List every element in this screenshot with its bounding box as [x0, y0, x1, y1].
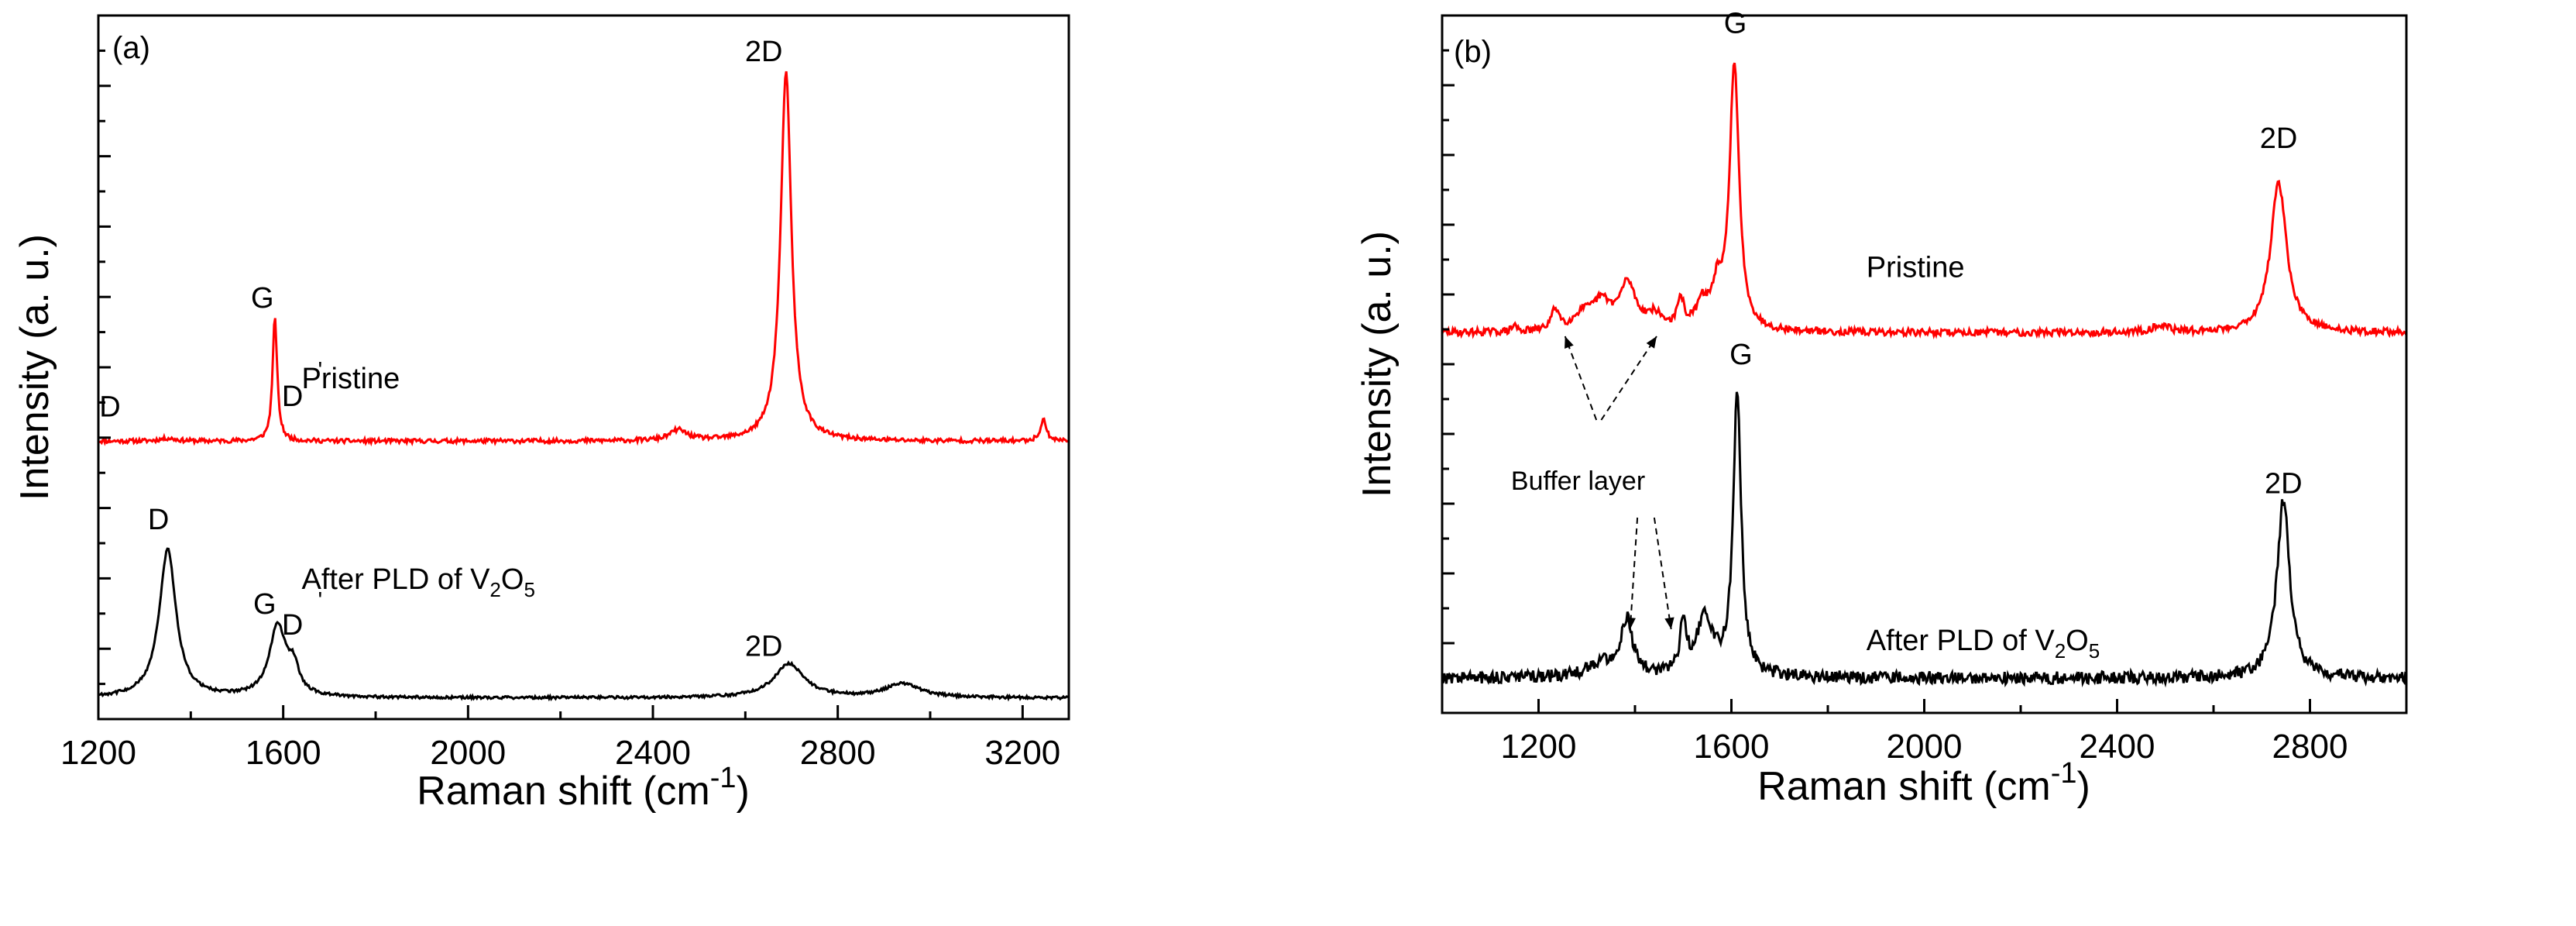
x-tick-label: 2400 — [2080, 728, 2155, 766]
panel-b-tick-labels: 1200 1600 2000 2400 2800 — [1501, 728, 2348, 766]
panel-b-pristine-label: Pristine — [1867, 252, 1965, 284]
peak-label: 2D — [2265, 468, 2303, 501]
panel-b-ylabel: Intensity (a. u.) — [1355, 231, 1400, 497]
panel-b-buffer-layer-label: Buffer layer — [1511, 466, 1645, 496]
panel-b-label: (b) — [1454, 35, 1492, 69]
buffer-arrow-line — [1629, 517, 1639, 630]
buffer-arrow-line — [1653, 517, 1672, 630]
buffer-arrow-line — [1600, 336, 1657, 421]
peak-label: G — [253, 588, 276, 621]
peak-label: D — [148, 504, 169, 536]
x-tick-label: 1600 — [246, 734, 321, 772]
buffer-arrow-head — [1646, 336, 1657, 349]
x-tick-label: 2000 — [430, 734, 506, 772]
x-tick-label: 2400 — [615, 734, 691, 772]
buffer-arrow-head — [1664, 617, 1674, 629]
panel-a: 1200 1600 2000 2400 2800 3200 (a) Raman shift… — [12, 14, 1070, 814]
peak-label: D — [282, 380, 303, 413]
series-line-pristine — [1441, 62, 2408, 340]
peak-label: 2D — [745, 36, 783, 68]
prime-mark: ' — [318, 588, 323, 614]
panel-a-ticks — [97, 49, 1024, 719]
x-tick-label: 1200 — [60, 734, 136, 772]
panel-a-series — [98, 71, 1070, 702]
panel-b-frame — [1441, 14, 2408, 714]
peak-label: 2D — [2260, 122, 2298, 155]
buffer-arrow-head — [1626, 617, 1636, 629]
peak-label: 2D — [745, 630, 783, 663]
panel-b-after-pld-label: After PLD of V2O5 — [1867, 625, 2100, 663]
buffer-arrow-head — [1564, 336, 1574, 349]
panel-a-ylabel: Intensity (a. u.) — [12, 234, 57, 501]
peak-label: G — [1729, 339, 1753, 371]
buffer-arrow-line — [1564, 336, 1598, 421]
panel-b-peak-labels: G 2D G 2D — [1724, 8, 2303, 501]
panel-b-ticks — [1442, 49, 2408, 713]
x-tick-label: 2800 — [800, 734, 876, 772]
series-line-pristine — [98, 71, 1070, 447]
peak-label: G — [251, 282, 274, 315]
panel-a-pristine-label: Pristine — [302, 363, 400, 395]
x-tick-label: 2800 — [2272, 728, 2348, 766]
panel-a-after-pld-label: After PLD of V2O5 — [302, 563, 535, 601]
series-line-after-pld-of-v2o5 — [98, 547, 1070, 702]
peak-label: D — [99, 391, 120, 424]
peak-label: G — [1724, 8, 1747, 40]
panel-b-buffer-arrows — [1564, 336, 1674, 630]
x-tick-label: 1600 — [1694, 728, 1770, 766]
panel-a-xlabel: Raman shift (cm-1) — [417, 762, 750, 814]
x-tick-label: 3200 — [984, 734, 1060, 772]
panel-a-label: (a) — [112, 31, 150, 65]
panel-b-series — [1441, 62, 2408, 688]
series-line-after-pld-of-v2o5 — [1441, 391, 2408, 688]
panel-b-xlabel: Raman shift (cm-1) — [1757, 757, 2090, 809]
x-tick-label: 2000 — [1887, 728, 1963, 766]
panel-a-frame — [97, 14, 1070, 721]
x-tick-label: 1200 — [1501, 728, 1577, 766]
panel-b: 1200 1600 2000 2400 2800 (b) Raman shift (cm… — [1355, 8, 2408, 809]
peak-label: D — [282, 609, 303, 642]
panel-a-tick-labels: 1200 1600 2000 2400 2800 3200 — [60, 734, 1060, 772]
prime-mark: ' — [318, 358, 323, 384]
